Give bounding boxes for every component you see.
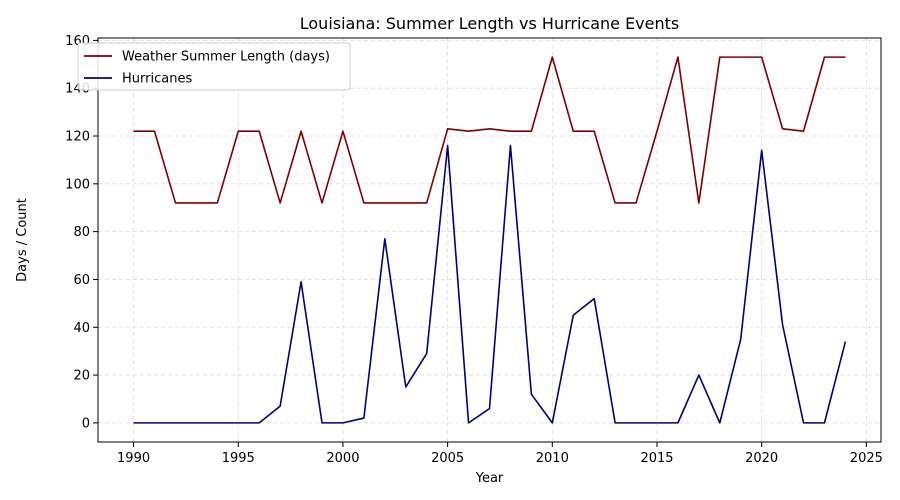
x-tick-label: 2015 (640, 451, 673, 466)
x-tick-label: 2025 (850, 451, 883, 466)
y-tick-label: 100 (65, 177, 90, 192)
x-axis-title: Year (475, 471, 504, 486)
x-tick-label: 1995 (222, 451, 255, 466)
legend-box (77, 42, 351, 91)
x-tick-label: 2020 (745, 451, 778, 466)
plot-area (97, 37, 882, 443)
x-tick-label: 1990 (117, 451, 150, 466)
y-tick-label: 80 (73, 225, 90, 240)
grid (98, 38, 881, 442)
x-axis: 1990 1995 2000 2005 2010 2015 2020 2025 (117, 442, 883, 466)
series-line-1 (133, 144, 847, 424)
y-axis-title: Days / Count (15, 198, 30, 282)
legend-label: Hurricanes (122, 72, 192, 87)
series-line-0 (133, 56, 846, 204)
chart-title: Louisiana: Summer Length vs Hurricane Ev… (300, 14, 680, 33)
x-tick-label: 2000 (326, 451, 359, 466)
y-tick-label: 60 (73, 273, 90, 288)
y-tick-label: 20 (73, 369, 90, 384)
legend: Weather Summer Length (days) Hurricanes (77, 42, 351, 91)
y-tick-label: 40 (73, 321, 90, 336)
y-tick-label: 120 (65, 130, 90, 145)
y-tick-label: 0 (82, 416, 90, 431)
series-layer (133, 56, 847, 424)
legend-label: Weather Summer Length (days) (122, 50, 330, 65)
x-tick-label: 2010 (536, 451, 569, 466)
x-tick-label: 2005 (431, 451, 464, 466)
